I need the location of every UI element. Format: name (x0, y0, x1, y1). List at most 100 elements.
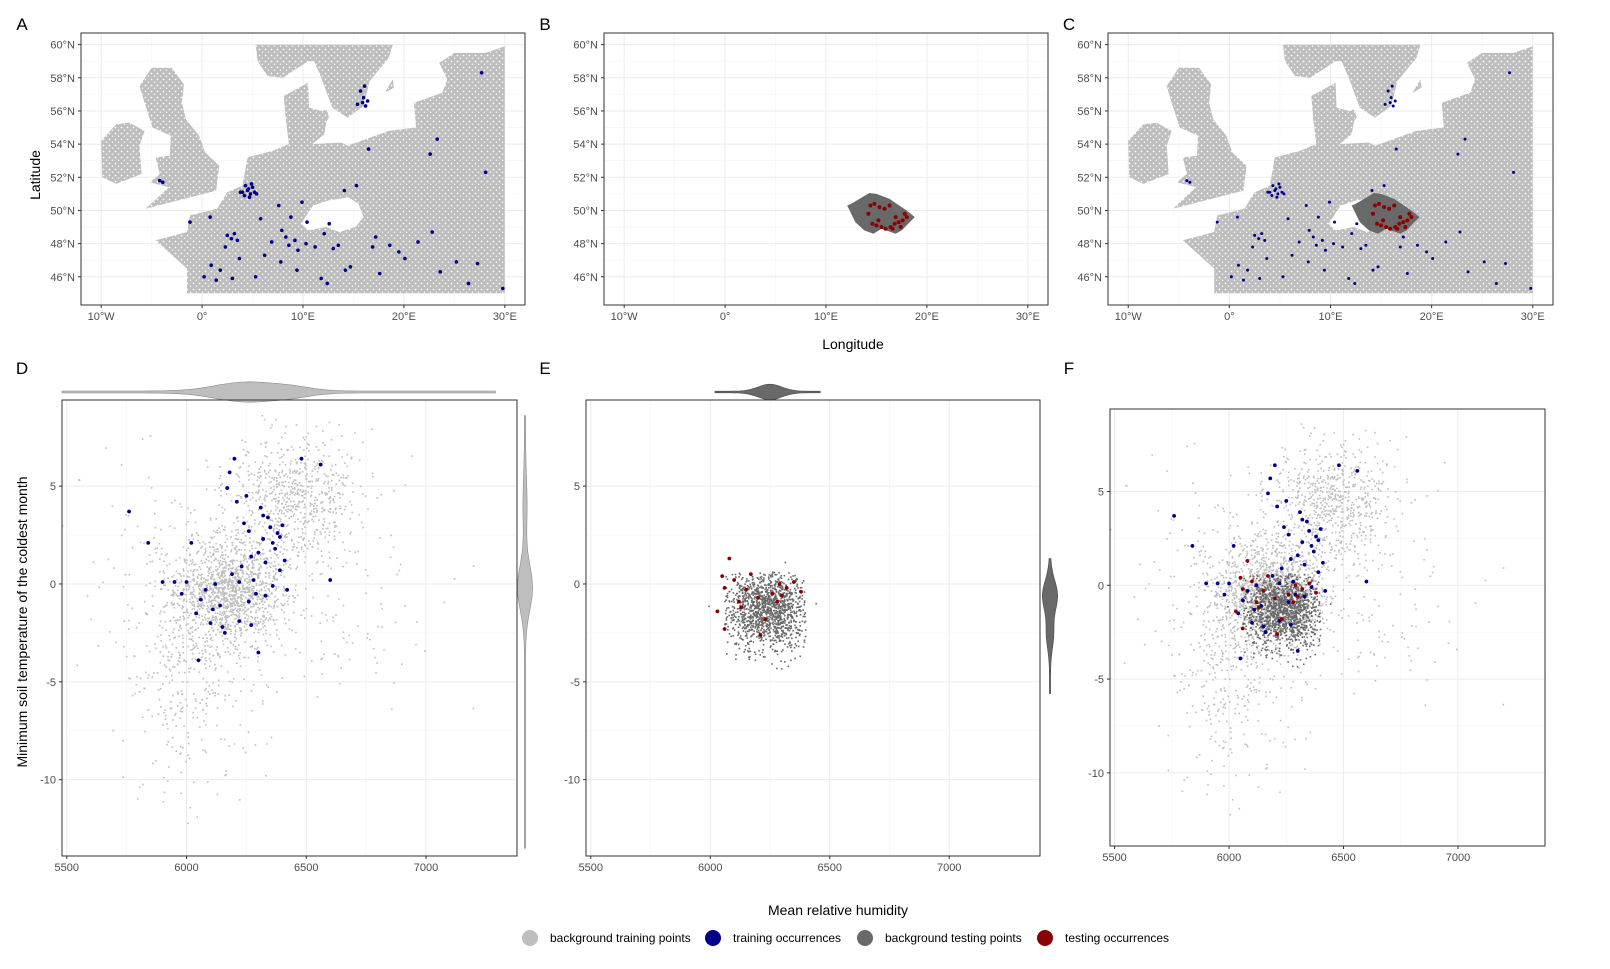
background-testing-point (781, 601, 784, 603)
background-training-point (1325, 562, 1327, 564)
background-training-point (174, 619, 177, 622)
background-testing-point (793, 587, 796, 590)
y-tick-label: 52°N (1077, 172, 1102, 184)
background-training-point (219, 474, 222, 477)
background-training-point (244, 587, 246, 589)
background-training-point (310, 513, 313, 515)
background-training-point (1347, 514, 1350, 517)
background-training-point (232, 611, 234, 614)
background-training-point (330, 439, 333, 441)
training-occurrence-point (1275, 195, 1279, 199)
background-training-point (139, 677, 142, 680)
background-training-point (283, 589, 286, 592)
background-testing-point (803, 621, 806, 624)
background-training-point (233, 602, 235, 604)
background-training-point (1249, 562, 1252, 565)
background-training-point (241, 439, 244, 442)
background-training-point (162, 570, 165, 573)
background-training-point (215, 565, 217, 568)
background-training-point (293, 543, 295, 545)
training-occurrence-point (1323, 248, 1327, 252)
background-training-point (239, 652, 241, 654)
background-testing-point (758, 609, 760, 611)
background-testing-point (761, 624, 763, 626)
background-training-point (193, 603, 195, 606)
training-occurrence-point (1332, 242, 1336, 246)
background-training-point (208, 599, 210, 601)
background-training-point (201, 649, 203, 652)
background-training-point (257, 476, 259, 478)
background-training-point (1252, 592, 1254, 595)
background-testing-point (744, 617, 747, 620)
testing-occurrence-point (777, 582, 782, 586)
training-occurrence-point (296, 248, 300, 253)
background-testing-point (777, 627, 780, 629)
background-testing-point (771, 590, 774, 592)
background-training-point (146, 613, 149, 615)
background-training-point (291, 538, 293, 541)
background-training-point (202, 587, 204, 590)
background-training-point (209, 519, 212, 521)
background-training-point (141, 438, 144, 440)
background-training-point (234, 587, 237, 589)
testing-occurrences-series (866, 201, 909, 231)
background-testing-point (776, 597, 778, 600)
background-training-point (158, 624, 161, 627)
background-training-point (241, 563, 243, 565)
background-training-point (238, 615, 241, 618)
background-training-point (1246, 649, 1249, 652)
background-training-point (205, 751, 207, 754)
background-training-point (1333, 513, 1336, 515)
background-testing-point (760, 578, 762, 580)
background-training-point (176, 619, 179, 621)
background-testing-point (774, 634, 777, 637)
background-training-point (241, 542, 244, 545)
background-testing-point (801, 598, 803, 600)
background-training-point (1246, 618, 1249, 621)
background-training-point (278, 638, 280, 640)
testing-occurrence-point (715, 609, 720, 614)
background-training-point (216, 594, 218, 597)
background-training-point (322, 460, 324, 463)
background-training-point (351, 642, 354, 644)
background-training-point (210, 591, 213, 594)
background-training-point (243, 555, 246, 557)
background-training-point (111, 505, 114, 508)
background-training-point (283, 548, 285, 551)
background-training-point (251, 554, 253, 556)
background-training-point (220, 631, 223, 633)
testing-occurrence-point (799, 589, 803, 594)
background-training-point (208, 596, 211, 598)
background-training-point (349, 500, 351, 503)
training-occurrence-point (1276, 192, 1280, 196)
background-testing-point (770, 645, 772, 647)
background-training-point (1208, 628, 1211, 631)
background-training-point (102, 581, 104, 584)
background-training-point (230, 567, 232, 570)
background-testing-point (739, 595, 741, 597)
background-training-point (367, 574, 369, 577)
y-tick-label: 54°N (1077, 139, 1102, 151)
background-training-point (223, 580, 226, 582)
background-testing-point (742, 626, 745, 629)
background-training-point (240, 497, 243, 499)
background-testing-point (771, 575, 774, 578)
background-training-point (213, 578, 216, 580)
background-training-point (221, 628, 223, 631)
background-training-point (204, 597, 206, 600)
background-training-point (234, 648, 237, 650)
background-training-point (225, 567, 227, 569)
background-training-point (214, 488, 216, 491)
background-training-point (208, 611, 211, 614)
background-training-point (249, 580, 252, 583)
background-testing-point (757, 629, 760, 632)
background-training-point (221, 574, 224, 577)
background-training-point (205, 584, 208, 587)
background-training-point (123, 620, 126, 622)
background-training-point (1342, 608, 1345, 610)
background-training-point (210, 582, 212, 585)
background-training-point (268, 512, 270, 515)
background-training-point (201, 590, 203, 592)
training-occurrence-point (365, 99, 370, 103)
background-training-point (1312, 531, 1314, 533)
